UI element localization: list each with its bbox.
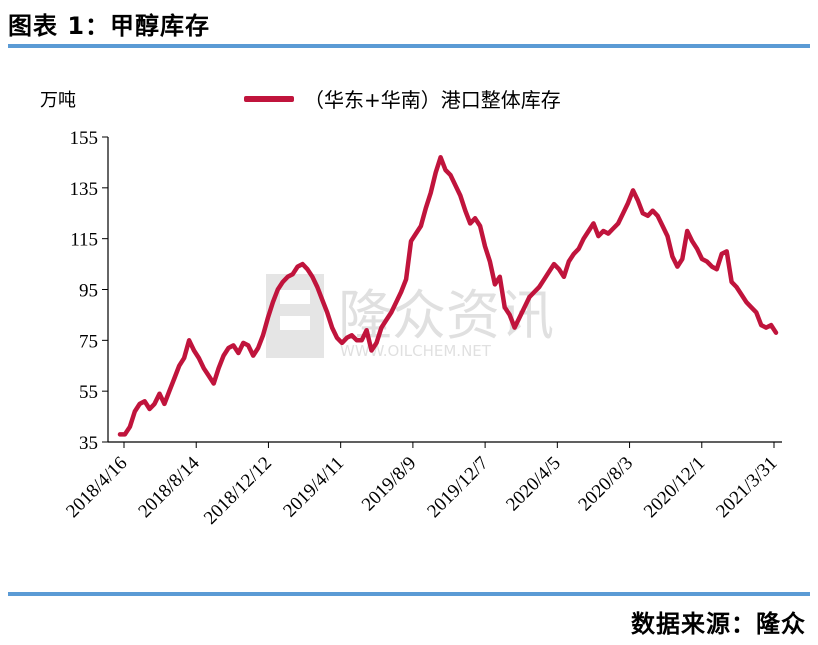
y-tick-label: 155 [70,128,99,149]
x-tick-label: 2019/8/9 [358,453,421,516]
legend-swatch [244,95,294,102]
top-divider [8,44,810,48]
y-tick-label: 95 [79,281,98,302]
y-axis-unit: 万吨 [40,90,76,111]
x-tick-label: 2019/4/11 [279,453,348,522]
data-source: 数据来源：隆众 [631,610,806,638]
bottom-divider [8,592,810,596]
legend: （华东+华南）港口整体库存 [244,84,561,113]
x-tick-label: 2018/12/12 [200,453,276,529]
line-chart: 隆众资讯 WWW.OILCHEM.NET 35 55 75 95 115 135 155 2… [62,128,782,529]
x-tick-label: 2019/12/7 [423,453,492,522]
x-tick-label: 2018/8/14 [134,452,204,522]
y-axis-ticks: 35 55 75 95 115 135 155 [70,128,108,454]
series-group [117,155,779,437]
y-tick-label: 135 [70,179,99,200]
y-tick-label: 75 [79,331,98,352]
watermark-logo-icon [266,274,324,358]
y-tick-label: 115 [70,230,98,251]
series-line [117,155,779,437]
x-tick-label: 2020/8/3 [574,453,637,516]
watermark-url: WWW.OILCHEM.NET [340,342,492,360]
watermark: 隆众资讯 WWW.OILCHEM.NET [266,274,554,360]
y-tick-label: 55 [79,382,98,403]
legend-label: （华东+华南）港口整体库存 [304,88,561,112]
x-tick-label: 2021/3/31 [712,453,781,522]
x-tick-label: 2020/12/1 [640,453,709,522]
x-tick-label: 2018/4/16 [62,453,131,522]
x-tick-label: 2020/4/5 [502,453,565,516]
page-title: 图表 1：甲醇库存 [8,12,211,40]
y-tick-label: 35 [79,433,98,454]
